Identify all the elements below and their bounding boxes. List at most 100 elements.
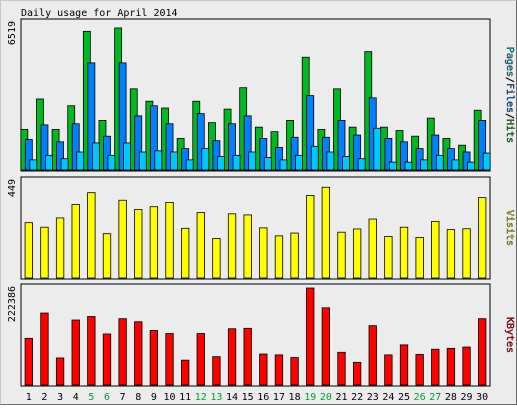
x-label-day-28: 28 xyxy=(445,392,457,403)
series-label-part: / xyxy=(504,113,515,119)
chart-title: Daily usage for April 2014 xyxy=(21,8,178,19)
series-label-part: Pages xyxy=(504,47,515,77)
series-kbytes xyxy=(24,287,487,386)
x-label-day-1: 1 xyxy=(26,392,32,403)
bar-visits-day-29 xyxy=(462,228,471,279)
bar-kbytes-day-11 xyxy=(180,359,190,386)
bar-kbytes-day-20 xyxy=(321,307,331,386)
x-label-day-10: 10 xyxy=(163,392,175,403)
bar-pages-day-7 xyxy=(123,142,132,171)
bar-visits-day-10 xyxy=(165,201,174,279)
bar-files-day-29 xyxy=(462,151,471,171)
x-label-day-27: 27 xyxy=(429,392,441,403)
panel-frame xyxy=(20,283,491,387)
bar-files-day-30 xyxy=(478,119,487,171)
bar-files-day-11 xyxy=(181,148,190,171)
bar-visits-day-11 xyxy=(180,227,190,279)
bar-visits-day-14 xyxy=(227,213,237,279)
bar-files-day-18 xyxy=(290,136,299,171)
bar-kbytes-day-2 xyxy=(40,312,49,386)
series-label-part: Files xyxy=(504,83,515,113)
x-label-day-26: 26 xyxy=(414,392,426,403)
bar-visits-day-6 xyxy=(102,233,112,279)
bar-pages-day-27 xyxy=(435,154,444,171)
bar-kbytes-day-19 xyxy=(306,287,315,386)
x-label-day-29: 29 xyxy=(461,392,473,403)
x-label-day-18: 18 xyxy=(289,392,301,403)
series-label-part: / xyxy=(504,77,515,83)
bar-kbytes-day-6 xyxy=(102,333,112,386)
x-label-day-7: 7 xyxy=(120,392,126,403)
bar-kbytes-day-17 xyxy=(274,354,284,386)
series-visits xyxy=(24,186,487,279)
bar-pages-day-20 xyxy=(326,151,335,171)
bar-visits-day-7 xyxy=(118,199,127,279)
bar-visits-day-12 xyxy=(196,212,205,279)
bar-visits-day-30 xyxy=(478,197,487,279)
bar-kbytes-day-12 xyxy=(196,333,205,386)
bar-pages-day-15 xyxy=(248,151,257,171)
x-label-day-4: 4 xyxy=(73,392,79,403)
bar-pages-day-16 xyxy=(263,157,272,171)
bar-pages-day-28 xyxy=(451,159,460,171)
bar-visits-day-4 xyxy=(71,204,80,279)
bar-files-day-25 xyxy=(400,141,408,171)
bar-pages-day-3 xyxy=(60,158,69,171)
bar-files-day-3 xyxy=(56,141,64,171)
bar-files-day-22 xyxy=(353,134,362,171)
bar-kbytes-day-29 xyxy=(462,346,471,386)
bar-kbytes-day-3 xyxy=(55,357,65,386)
bar-kbytes-day-21 xyxy=(337,351,346,386)
x-label-day-6: 6 xyxy=(104,392,110,403)
series-label-part: Visits xyxy=(504,210,515,246)
bar-visits-day-21 xyxy=(337,231,346,279)
bar-pages-day-21 xyxy=(342,156,350,171)
bar-pages-day-26 xyxy=(420,159,429,171)
series-label-kbytes: KBytes xyxy=(504,317,515,353)
panel-frame xyxy=(20,176,491,280)
ymax-label-kbytes: 222386 xyxy=(7,286,18,322)
series-label-part: Hits xyxy=(504,119,515,143)
bar-files-day-6 xyxy=(103,135,111,171)
bar-pages-day-12 xyxy=(201,148,210,171)
bar-files-day-26 xyxy=(415,148,424,171)
bar-pages-day-29 xyxy=(467,161,475,171)
bar-pages-day-6 xyxy=(107,154,116,171)
bar-visits-day-13 xyxy=(212,238,221,279)
bar-pages-day-5 xyxy=(91,142,100,171)
series-files xyxy=(24,62,487,171)
x-axis-labels: 1 2 3 4 5 6 7 8 9 10 11 12 13 14 15 16 17 18 19 20 21 22 23 24 2… xyxy=(26,392,488,403)
bar-kbytes-day-18 xyxy=(290,357,299,386)
x-label-day-22: 22 xyxy=(351,392,363,403)
bar-visits-day-24 xyxy=(384,236,393,279)
x-label-day-11: 11 xyxy=(179,392,191,403)
x-label-day-30: 30 xyxy=(476,392,488,403)
x-label-day-24: 24 xyxy=(382,392,394,403)
bar-kbytes-day-9 xyxy=(149,330,159,386)
bar-kbytes-day-5 xyxy=(87,316,96,386)
chart-panels: 6519Pages/Files/Hits449Visits222386KByte… xyxy=(7,18,515,387)
series-hits xyxy=(20,27,482,171)
bar-pages-day-24 xyxy=(388,161,397,171)
bar-files-day-27 xyxy=(431,134,440,171)
bar-pages-day-30 xyxy=(482,152,491,171)
series-label-visits: Visits xyxy=(504,210,515,246)
series-label-part: KBytes xyxy=(504,317,515,353)
bar-kbytes-day-4 xyxy=(71,319,80,386)
bar-files-day-5 xyxy=(87,62,96,171)
bar-visits-day-26 xyxy=(415,236,424,279)
bar-files-day-28 xyxy=(447,148,455,171)
bar-files-day-15 xyxy=(243,115,252,171)
bar-files-day-21 xyxy=(337,119,346,171)
bar-kbytes-day-27 xyxy=(431,348,440,386)
bar-kbytes-day-10 xyxy=(165,333,174,386)
bar-kbytes-day-23 xyxy=(368,325,377,386)
x-label-day-5: 5 xyxy=(88,392,94,403)
x-label-day-2: 2 xyxy=(41,392,47,403)
bar-kbytes-day-8 xyxy=(134,321,143,386)
bar-pages-day-10 xyxy=(170,151,178,171)
x-label-day-8: 8 xyxy=(135,392,141,403)
x-label-day-9: 9 xyxy=(151,392,157,403)
